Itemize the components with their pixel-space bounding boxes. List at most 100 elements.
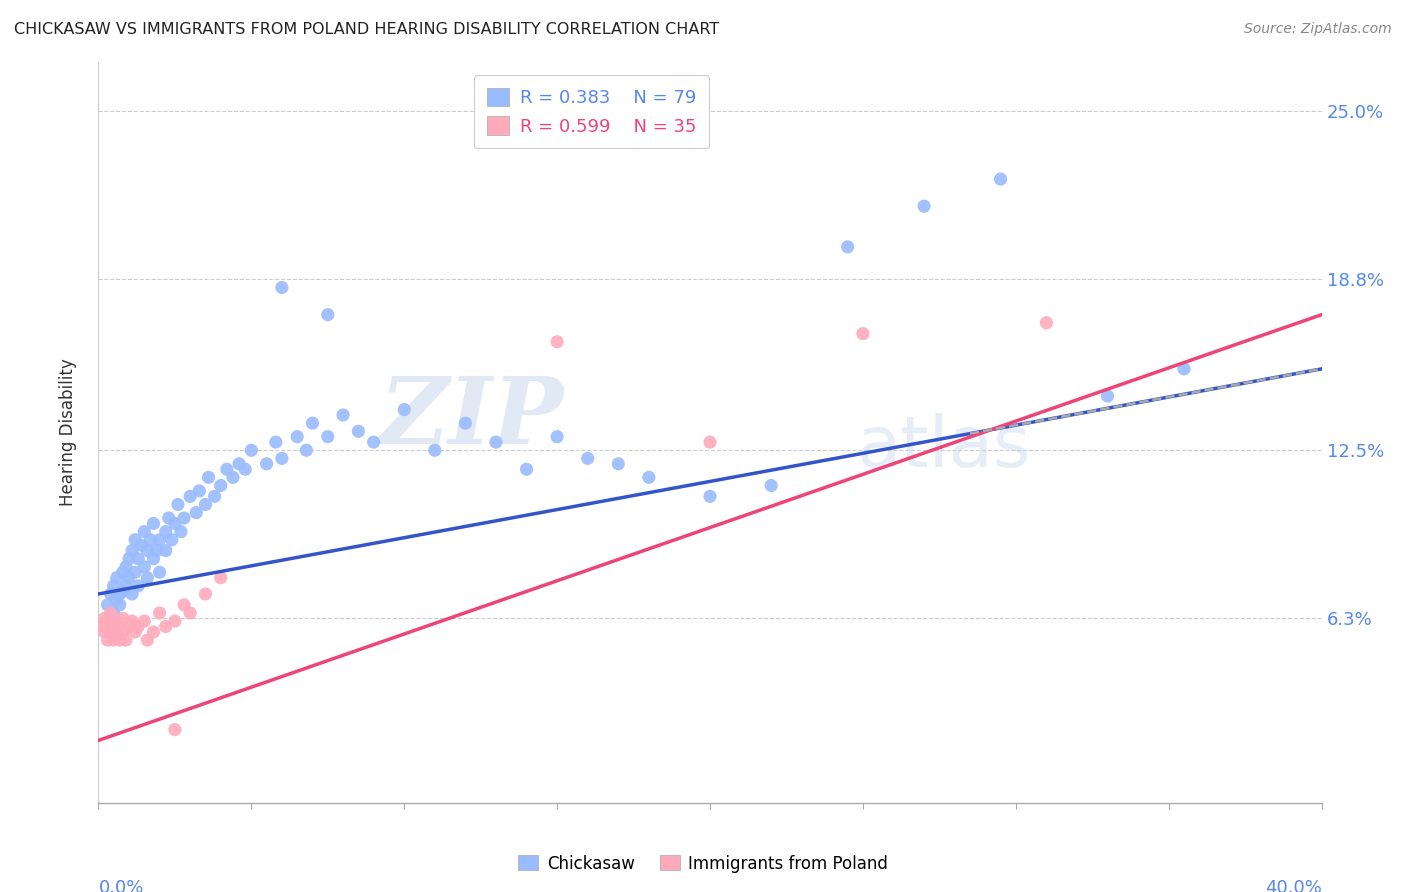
Point [108, 587, 131, 601]
Point [108, 598, 131, 612]
Point [105, 592, 128, 607]
Point [699, 489, 721, 503]
Point [576, 451, 599, 466]
Point [118, 571, 141, 585]
Point [100, 624, 122, 639]
Point [118, 619, 141, 633]
Point [118, 551, 141, 566]
Point [134, 524, 156, 539]
Point [103, 633, 125, 648]
Point [149, 533, 172, 547]
Point [173, 598, 195, 612]
Point [134, 614, 156, 628]
Point [111, 624, 134, 639]
Point [264, 435, 287, 450]
Point [93, 624, 115, 639]
Point [145, 543, 167, 558]
Point [124, 566, 146, 580]
Point [912, 199, 935, 213]
Point [209, 478, 232, 492]
Point [149, 566, 172, 580]
Point [170, 524, 193, 539]
Point [160, 533, 183, 547]
Point [301, 416, 323, 430]
Point [155, 619, 177, 633]
Point [209, 571, 232, 585]
Point [759, 478, 782, 492]
Text: ZIP: ZIP [380, 373, 564, 463]
Point [347, 424, 370, 438]
Point [167, 498, 190, 512]
Point [155, 524, 177, 539]
Point [240, 443, 263, 458]
Point [134, 559, 156, 574]
Point [179, 606, 201, 620]
Point [228, 457, 250, 471]
Point [136, 633, 159, 648]
Point [256, 457, 278, 471]
Point [100, 587, 122, 601]
Point [142, 516, 165, 531]
Point [115, 579, 138, 593]
Point [105, 624, 128, 639]
Point [121, 587, 143, 601]
Point [1173, 362, 1195, 376]
Point [295, 443, 318, 458]
Point [1035, 316, 1057, 330]
Point [285, 430, 308, 444]
Point [142, 551, 165, 566]
Point [115, 633, 138, 648]
Text: atlas: atlas [856, 413, 1031, 482]
Point [108, 633, 131, 648]
Text: CHICKASAW VS IMMIGRANTS FROM POLAND HEARING DISABILITY CORRELATION CHART: CHICKASAW VS IMMIGRANTS FROM POLAND HEAR… [14, 22, 720, 37]
Text: Source: ZipAtlas.com: Source: ZipAtlas.com [1244, 22, 1392, 37]
Text: 0.0%: 0.0% [98, 879, 143, 892]
Point [127, 579, 149, 593]
Legend: R = 0.383    N = 79, R = 0.599    N = 35: R = 0.383 N = 79, R = 0.599 N = 35 [474, 75, 709, 148]
Point [157, 511, 180, 525]
Point [115, 559, 138, 574]
Point [363, 435, 385, 450]
Point [423, 443, 446, 458]
Point [316, 308, 339, 322]
Point [121, 543, 143, 558]
Point [149, 606, 172, 620]
Point [516, 462, 538, 476]
Point [179, 489, 201, 503]
Point [97, 633, 120, 648]
Point [188, 483, 211, 498]
Point [233, 462, 256, 476]
Point [121, 614, 143, 628]
Point [108, 619, 131, 633]
Point [163, 723, 186, 737]
Point [127, 619, 149, 633]
Point [699, 435, 721, 450]
Point [90, 619, 112, 633]
Point [97, 614, 120, 628]
Point [316, 430, 339, 444]
Point [139, 533, 162, 547]
Point [270, 451, 292, 466]
Point [485, 435, 508, 450]
Point [103, 606, 125, 620]
Point [204, 489, 226, 503]
Point [454, 416, 477, 430]
Point [100, 606, 122, 620]
Text: 40.0%: 40.0% [1265, 879, 1322, 892]
Point [124, 533, 146, 547]
Point [194, 587, 217, 601]
Point [546, 334, 568, 349]
Point [155, 543, 177, 558]
Point [990, 172, 1012, 186]
Point [105, 614, 128, 628]
Point [103, 619, 125, 633]
Point [837, 240, 859, 254]
Legend: Chickasaw, Immigrants from Poland: Chickasaw, Immigrants from Poland [512, 848, 894, 880]
Point [197, 470, 219, 484]
Point [136, 571, 159, 585]
Point [1097, 389, 1119, 403]
Point [97, 598, 120, 612]
Point [124, 624, 146, 639]
Point [103, 579, 125, 593]
Point [332, 408, 354, 422]
